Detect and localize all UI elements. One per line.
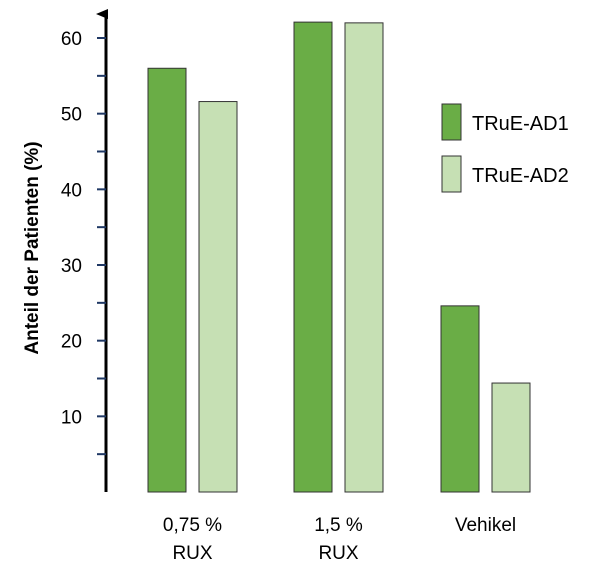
x-category-label: 0,75 % RUX: [163, 515, 222, 564]
y-tick-label: 40: [61, 180, 82, 201]
x-category-label: Vehikel: [455, 515, 516, 536]
bar-true-ad1-1: [293, 21, 333, 493]
bar-true-ad2-2: [491, 382, 531, 493]
y-tick-label: 60: [61, 29, 82, 50]
bar-true-ad1-0: [147, 67, 187, 493]
legend-label: TRuE-AD1: [472, 113, 569, 135]
bar-layer: [147, 21, 531, 493]
y-tick-label: 30: [61, 256, 82, 277]
x-category-label: 1,5 % RUX: [314, 515, 363, 564]
legend-swatch-true-ad2: [441, 155, 462, 193]
y-tick-label: 50: [61, 105, 82, 126]
bar-true-ad1-2: [440, 305, 480, 493]
bar-true-ad2-1: [344, 22, 384, 493]
label-layer: 0,75 % RUX 1,5 % RUX Vehikel: [163, 515, 516, 564]
y-tick-label: 20: [61, 332, 82, 353]
legend: TRuE-AD1 TRuE-AD2: [441, 103, 569, 193]
axis-layer: 10 20 30 40 50 60: [61, 9, 108, 492]
legend-label: TRuE-AD2: [472, 165, 569, 187]
legend-swatch-true-ad1: [441, 103, 462, 141]
y-tick-label: 10: [61, 407, 82, 428]
bar-true-ad2-0: [198, 101, 238, 493]
y-axis-title: Anteil der Patienten (%): [22, 141, 43, 354]
